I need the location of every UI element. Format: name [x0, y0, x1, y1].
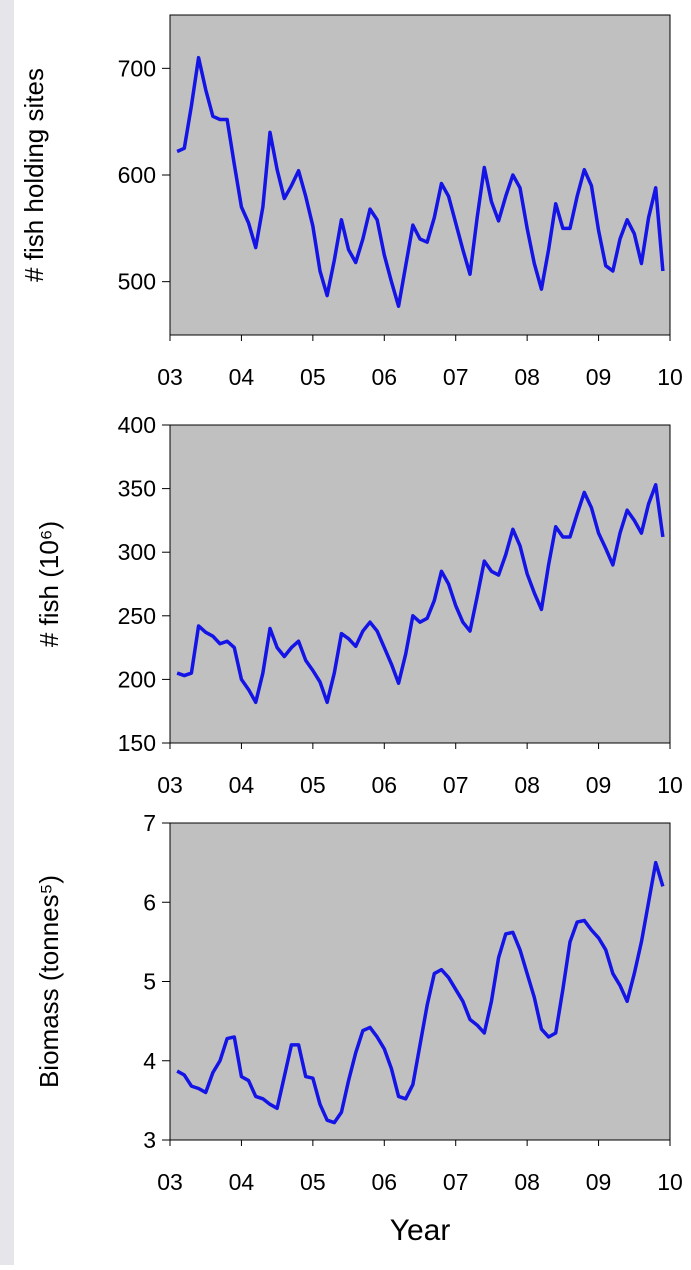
x-tick-label: 06 — [371, 1169, 397, 1195]
x-tick-label: 04 — [229, 364, 255, 390]
x-tick-label: 06 — [371, 772, 397, 798]
x-tick-label: 08 — [514, 1169, 540, 1195]
y-tick-label: 600 — [118, 162, 156, 188]
x-tick-label: 10 — [657, 364, 683, 390]
y-tick-label: 4 — [143, 1048, 156, 1074]
data-line — [176, 860, 665, 1125]
y-tick-label: 300 — [118, 539, 156, 565]
plot-area — [169, 14, 671, 336]
x-tick-label: 04 — [229, 1169, 255, 1195]
x-tick-label: 03 — [157, 1169, 183, 1195]
y-tick-label: 500 — [118, 269, 156, 295]
left-strip — [0, 0, 14, 1265]
y-axis-label: # fish (10⁶) — [34, 521, 64, 647]
x-tick-label: 03 — [157, 364, 183, 390]
x-axis-label: Year — [390, 1214, 451, 1247]
y-tick-label: 3 — [143, 1127, 156, 1153]
x-tick-label: 09 — [586, 772, 612, 798]
y-tick-label: 700 — [118, 55, 156, 81]
y-tick-label: 150 — [118, 730, 156, 756]
y-tick-label: 7 — [143, 810, 156, 836]
y-tick-label: 200 — [118, 666, 156, 692]
x-tick-label: 06 — [371, 364, 397, 390]
plot-area — [169, 822, 671, 1141]
x-tick-label: 04 — [229, 772, 255, 798]
y-axis-label: Biomass (tonnes⁵) — [34, 875, 64, 1088]
y-tick-label: 400 — [118, 412, 156, 438]
x-tick-label: 05 — [300, 772, 326, 798]
data-line — [176, 483, 665, 705]
y-tick-label: 5 — [143, 969, 156, 995]
x-tick-label: 10 — [657, 1169, 683, 1195]
x-tick-label: 07 — [443, 1169, 469, 1195]
plot-area — [169, 424, 671, 744]
x-tick-label: 03 — [157, 772, 183, 798]
y-tick-label: 250 — [118, 603, 156, 629]
x-tick-label: 05 — [300, 364, 326, 390]
x-tick-label: 05 — [300, 1169, 326, 1195]
data-line — [176, 55, 665, 308]
y-tick-label: 350 — [118, 476, 156, 502]
y-tick-label: 6 — [143, 889, 156, 915]
x-tick-label: 07 — [443, 772, 469, 798]
x-tick-label: 10 — [657, 772, 683, 798]
x-tick-label: 07 — [443, 364, 469, 390]
x-tick-label: 09 — [586, 364, 612, 390]
x-tick-label: 09 — [586, 1169, 612, 1195]
x-tick-label: 08 — [514, 772, 540, 798]
x-tick-label: 08 — [514, 364, 540, 390]
y-axis-label: # fish holding sites — [19, 68, 49, 282]
